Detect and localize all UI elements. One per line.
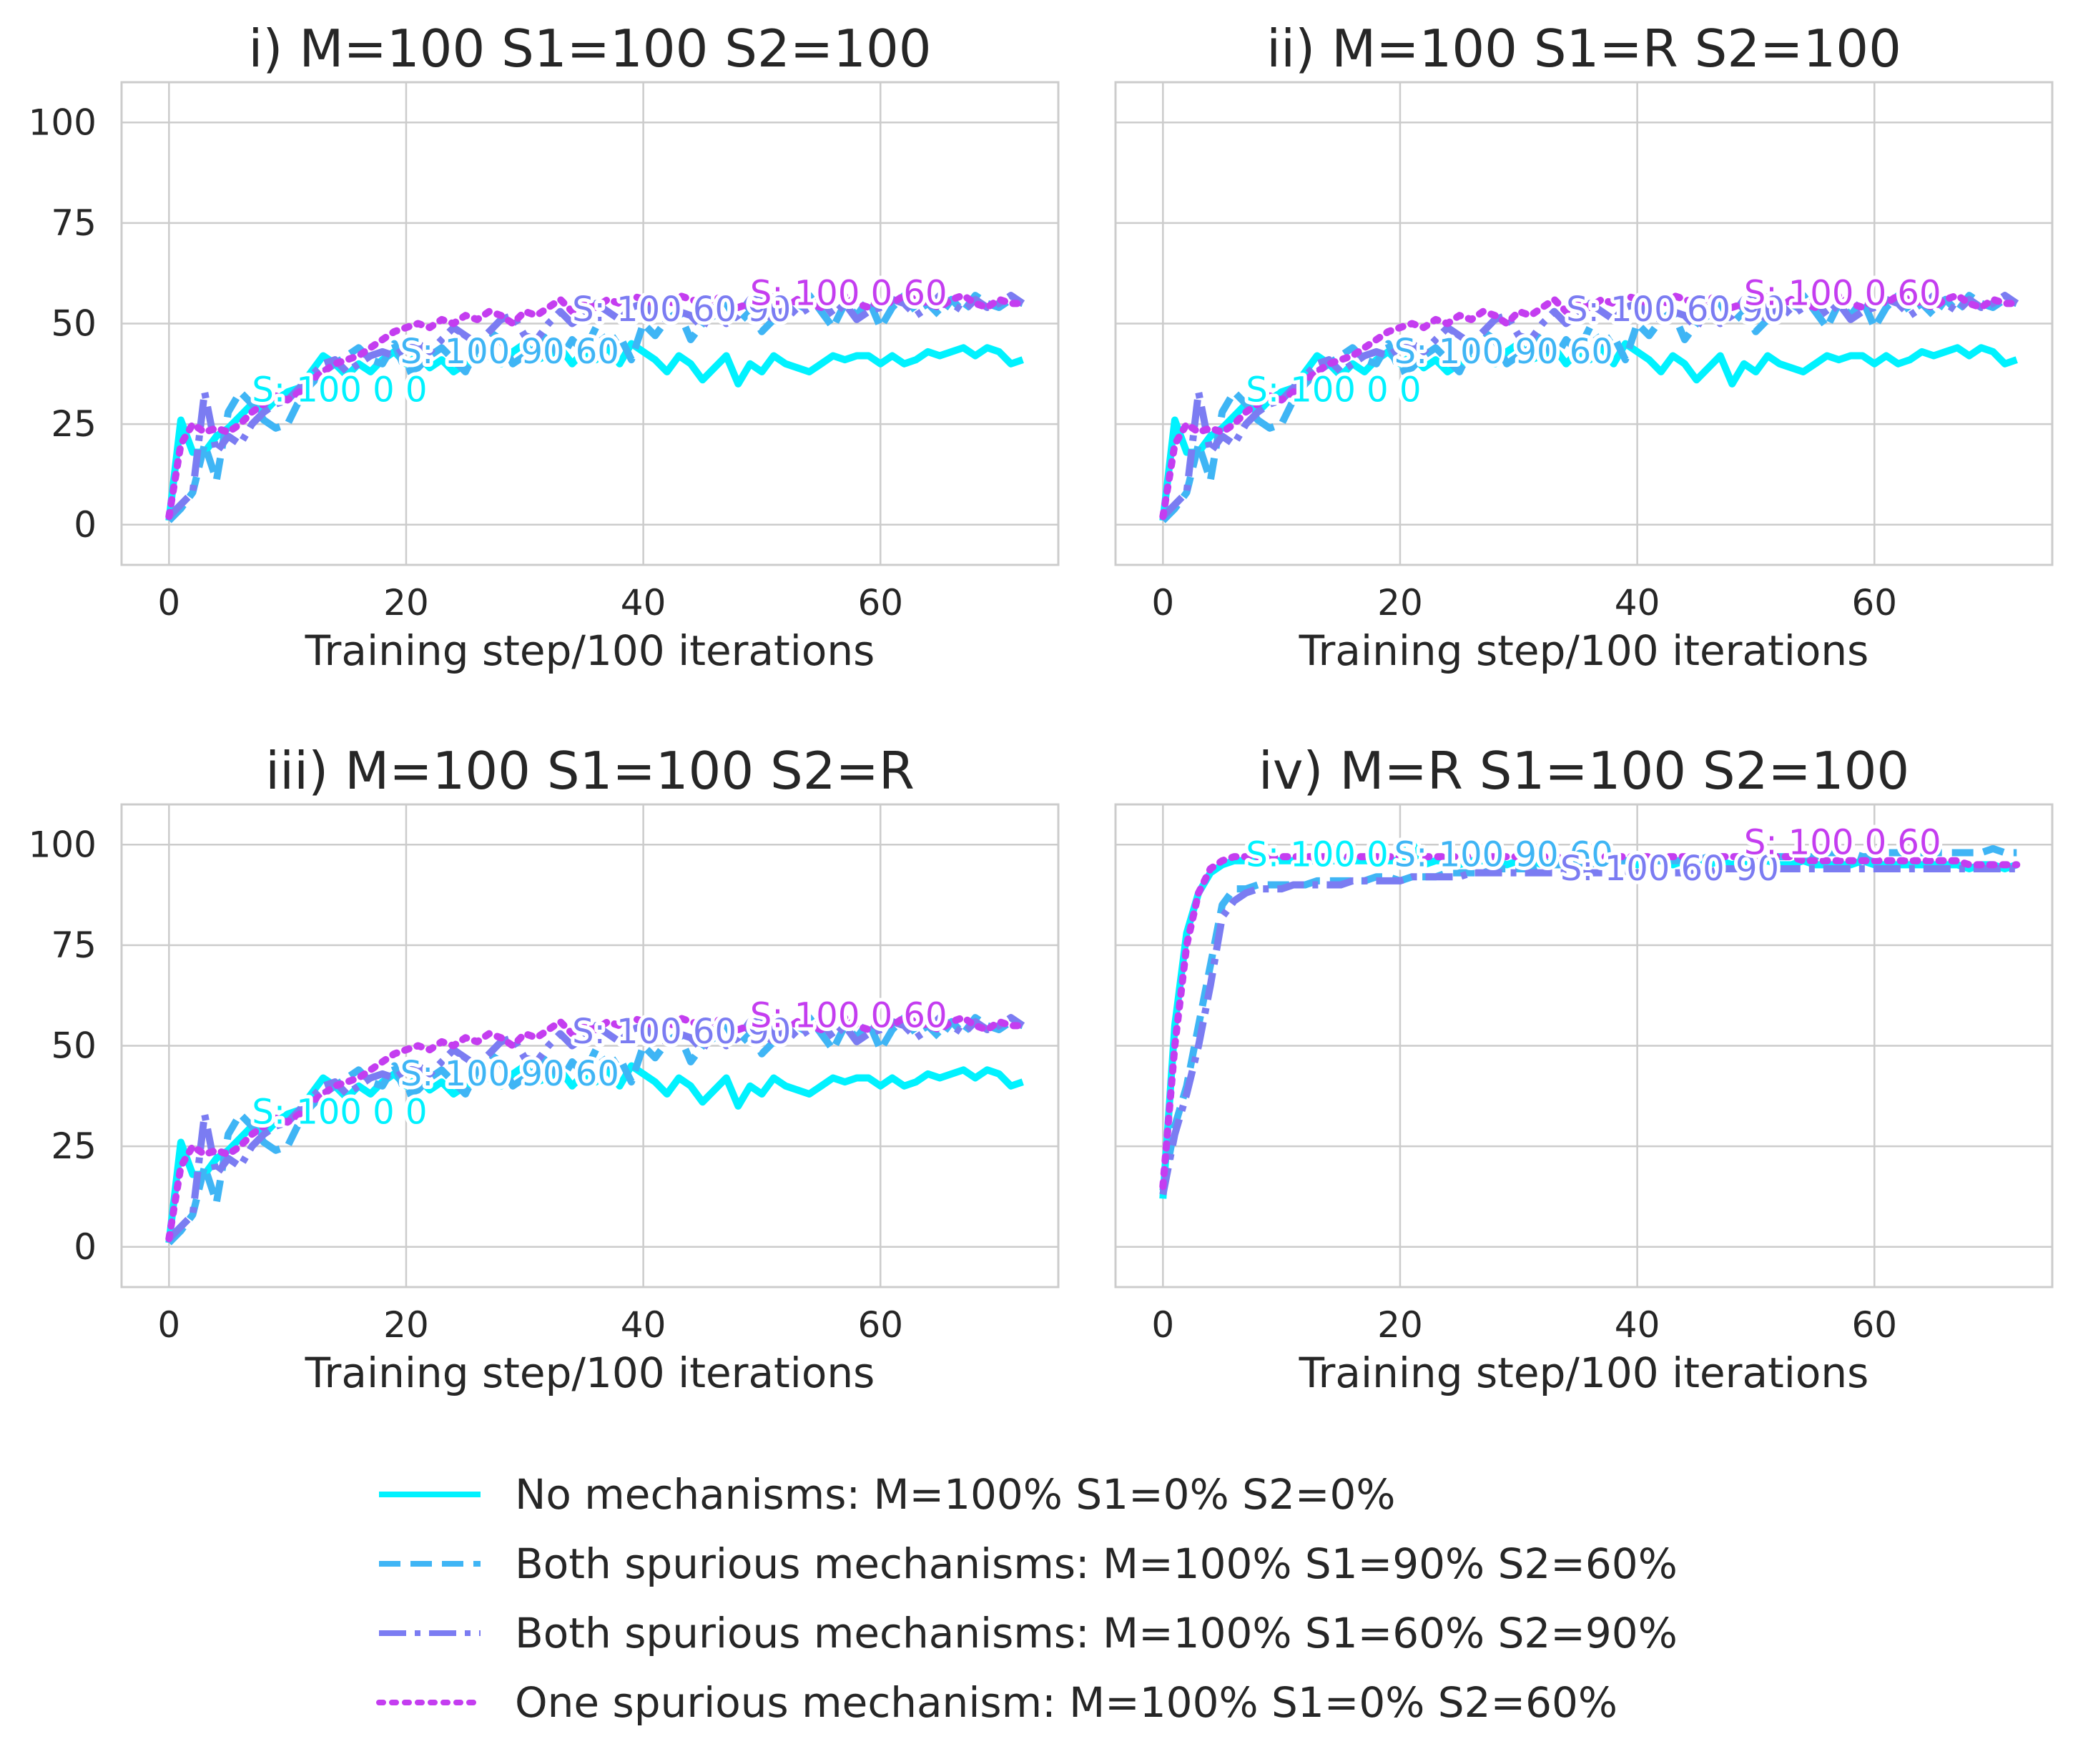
panel-frame — [1114, 81, 2054, 566]
series-annotation: S: 100 0 0 — [252, 1092, 427, 1132]
series-annotation: S: 100 90 60 — [1394, 332, 1613, 372]
series-line-4 — [165, 292, 1027, 521]
series-annotation: S: 100 0 60 — [1744, 822, 1941, 862]
y-tick-label: 75 — [51, 925, 97, 966]
y-tick-label: 100 — [29, 824, 97, 865]
x-axis-label: Training step/100 iterations — [1299, 626, 1869, 675]
x-tick-label: 0 — [1151, 1304, 1174, 1346]
series-annotation: S: 100 0 60 — [750, 995, 947, 1035]
x-tick-label: 0 — [157, 1304, 180, 1346]
series-annotation: S: 100 0 0 — [1246, 834, 1421, 874]
x-tick-label: 20 — [1377, 1304, 1423, 1346]
legend-entry-2: Both spurious mechanisms: M=100% S1=90% … — [515, 1539, 1678, 1588]
series-line-4 — [1159, 292, 2021, 521]
legend-entry-3: Both spurious mechanisms: M=100% S1=60% … — [515, 1609, 1678, 1657]
series-line-4 — [165, 1014, 1027, 1243]
x-tick-label: 40 — [1615, 582, 1660, 624]
y-tick-label: 0 — [74, 504, 97, 546]
series-line-3 — [1160, 292, 2019, 520]
x-axis-label: Training step/100 iterations — [305, 1349, 875, 1397]
series-annotation: S: 100 0 60 — [750, 273, 947, 313]
panel-title: ii) M=100 S1=R S2=100 — [1266, 19, 1901, 79]
series-annotation: S: 100 60 90 — [572, 1012, 791, 1052]
y-tick-label: 0 — [74, 1226, 97, 1268]
series-line-1 — [1159, 340, 2018, 521]
x-tick-label: 20 — [1377, 582, 1423, 624]
x-tick-label: 40 — [621, 582, 666, 624]
panel-title: iii) M=100 S1=100 S2=R — [265, 741, 915, 801]
y-tick-label: 50 — [51, 1025, 97, 1067]
y-tick-label: 100 — [29, 102, 97, 143]
series-line-1 — [165, 1062, 1024, 1243]
legend: No mechanisms: M=100% S1=0% S2=0% Both sp… — [376, 1470, 1678, 1727]
y-tick-label: 75 — [51, 202, 97, 244]
series-line-2 — [1159, 844, 2017, 1191]
series-annotation: S: 100 60 90 — [1566, 290, 1785, 330]
series-line-4 — [1159, 853, 2021, 1191]
series-annotation: S: 100 90 60 — [400, 332, 619, 372]
panel-frame — [1114, 803, 2054, 1288]
y-tick-label: 50 — [51, 303, 97, 345]
series-line-3 — [166, 1014, 1025, 1242]
series-annotation: S: 100 0 0 — [252, 370, 427, 410]
series-line-1 — [165, 340, 1024, 521]
x-axis-label: Training step/100 iterations — [1299, 1349, 1869, 1397]
x-tick-label: 0 — [157, 582, 180, 624]
x-tick-label: 60 — [857, 582, 903, 624]
legend-entry-4: One spurious mechanism: M=100% S1=0% S2=… — [515, 1678, 1617, 1727]
legend-entry-1: No mechanisms: M=100% S1=0% S2=0% — [515, 1470, 1395, 1519]
x-tick-label: 20 — [383, 1304, 429, 1346]
panel-frame — [120, 81, 1060, 566]
series-annotation: S: 100 0 60 — [1744, 273, 1941, 313]
y-tick-label: 25 — [51, 1125, 97, 1167]
y-tick-label: 25 — [51, 403, 97, 445]
panel-frame — [120, 803, 1060, 1288]
series-annotation: S: 100 60 90 — [1560, 849, 1779, 889]
x-tick-label: 40 — [1615, 1304, 1660, 1346]
x-tick-label: 40 — [621, 1304, 666, 1346]
series-annotation: S: 100 60 90 — [572, 290, 791, 330]
x-tick-label: 60 — [1851, 1304, 1897, 1346]
x-tick-label: 60 — [1851, 582, 1897, 624]
x-tick-label: 60 — [857, 1304, 903, 1346]
panel-title: i) M=100 S1=100 S2=100 — [248, 19, 931, 79]
series-annotation: S: 100 0 0 — [1246, 370, 1421, 410]
series-line-3 — [166, 292, 1025, 520]
x-tick-label: 0 — [1151, 582, 1174, 624]
series-line-1 — [1159, 857, 2018, 1199]
series-annotation: S: 100 90 60 — [400, 1054, 619, 1094]
panel-1: i) M=100 S1=100 S2=100 0 20 40 60 0 25 50 75 100 T… — [29, 19, 1060, 675]
series-annotation: S: 100 90 60 — [1394, 834, 1613, 874]
series-line-3 — [1159, 865, 2017, 1196]
x-axis-label: Training step/100 iterations — [305, 626, 875, 675]
x-tick-label: 20 — [383, 582, 429, 624]
panel-3: iii) M=100 S1=100 S2=R 0 20 40 60 0 25 50 75 100 T… — [29, 741, 1060, 1397]
panel-title: iv) M=R S1=100 S2=100 — [1259, 741, 1909, 801]
